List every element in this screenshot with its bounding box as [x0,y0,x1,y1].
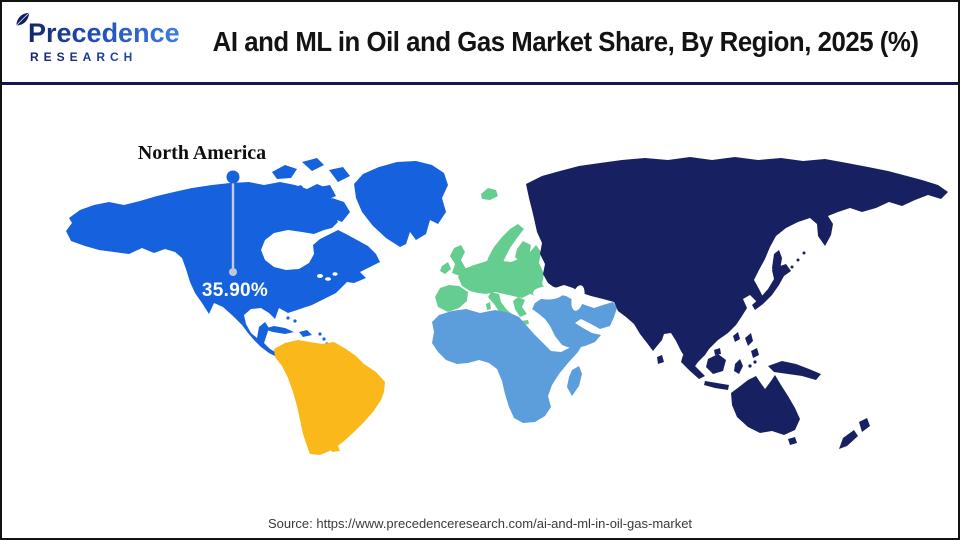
callout-small-dot [229,268,237,276]
north-america-callout [226,170,240,276]
leaf-icon [14,12,30,33]
region-north-america [66,158,448,357]
region-south-america [274,340,385,455]
logo-wordmark: Precedence [18,20,182,47]
region-europe [435,188,547,326]
header-bar: Precedence RESEARCH AI and ML in Oil and… [2,2,958,85]
inland-seas [317,272,585,311]
source-attribution: Source: https://www.precedenceresearch.c… [267,516,693,531]
precedence-research-logo: Precedence RESEARCH [2,12,182,64]
logo-subtitle: RESEARCH [18,50,182,64]
page-title: AI and ML in Oil and Gas Market Share, B… [213,26,919,57]
region-middle-east-africa [432,294,617,423]
region-asia-pacific [526,157,948,449]
north-america-value: 35.90% [201,280,269,301]
north-america-label: North America [137,142,267,164]
callout-big-dot [226,170,240,184]
